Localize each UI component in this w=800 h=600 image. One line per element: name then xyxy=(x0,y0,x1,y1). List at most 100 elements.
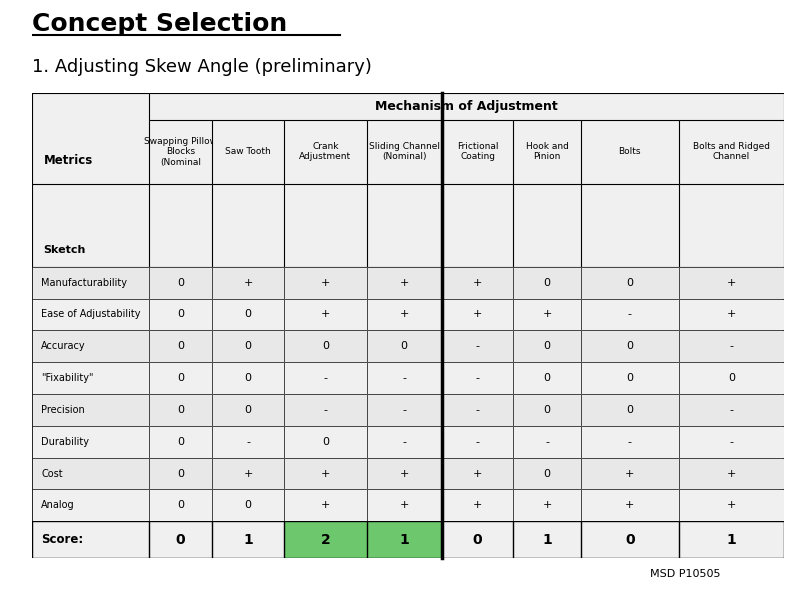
Text: Concept Selection: Concept Selection xyxy=(32,12,287,36)
Text: +: + xyxy=(399,469,409,479)
Text: 0: 0 xyxy=(245,500,252,511)
Text: +: + xyxy=(726,500,736,511)
FancyBboxPatch shape xyxy=(442,299,514,331)
Text: 0: 0 xyxy=(544,469,550,479)
Text: Sketch: Sketch xyxy=(44,245,86,255)
FancyBboxPatch shape xyxy=(149,120,213,184)
FancyBboxPatch shape xyxy=(581,426,678,458)
FancyBboxPatch shape xyxy=(514,331,581,362)
FancyBboxPatch shape xyxy=(514,120,581,184)
Text: 0: 0 xyxy=(177,437,184,447)
Text: -: - xyxy=(730,405,734,415)
Text: -: - xyxy=(323,405,327,415)
FancyBboxPatch shape xyxy=(32,362,149,394)
Text: +: + xyxy=(321,500,330,511)
FancyBboxPatch shape xyxy=(442,120,514,184)
Text: Bolts and Ridged
Channel: Bolts and Ridged Channel xyxy=(693,142,770,161)
FancyBboxPatch shape xyxy=(678,299,784,331)
Text: 0: 0 xyxy=(177,341,184,352)
Text: +: + xyxy=(726,278,736,287)
Text: 0: 0 xyxy=(544,278,550,287)
Text: 1: 1 xyxy=(399,533,409,547)
Text: "Fixability": "Fixability" xyxy=(42,373,94,383)
Text: 1: 1 xyxy=(542,533,552,547)
FancyBboxPatch shape xyxy=(366,120,442,184)
Text: +: + xyxy=(542,500,552,511)
Text: Frictional
Coating: Frictional Coating xyxy=(457,142,498,161)
Text: +: + xyxy=(321,469,330,479)
Text: +: + xyxy=(542,310,552,319)
FancyBboxPatch shape xyxy=(442,458,514,490)
FancyBboxPatch shape xyxy=(678,490,784,521)
Text: 0: 0 xyxy=(177,278,184,287)
Text: -: - xyxy=(730,437,734,447)
FancyBboxPatch shape xyxy=(32,331,149,362)
Text: +: + xyxy=(243,469,253,479)
Text: +: + xyxy=(473,469,482,479)
FancyBboxPatch shape xyxy=(678,394,784,426)
FancyBboxPatch shape xyxy=(366,426,442,458)
FancyBboxPatch shape xyxy=(442,490,514,521)
FancyBboxPatch shape xyxy=(284,184,366,267)
Text: Precision: Precision xyxy=(42,405,85,415)
Text: Accuracy: Accuracy xyxy=(42,341,86,352)
Text: Mechanism of Adjustment: Mechanism of Adjustment xyxy=(375,100,558,113)
Text: +: + xyxy=(321,278,330,287)
FancyBboxPatch shape xyxy=(213,184,284,267)
FancyBboxPatch shape xyxy=(678,184,784,267)
FancyBboxPatch shape xyxy=(514,458,581,490)
FancyBboxPatch shape xyxy=(32,490,149,521)
FancyBboxPatch shape xyxy=(366,331,442,362)
FancyBboxPatch shape xyxy=(581,120,678,184)
FancyBboxPatch shape xyxy=(213,120,284,184)
FancyBboxPatch shape xyxy=(514,299,581,331)
Text: Cost: Cost xyxy=(42,469,63,479)
Text: Bolts: Bolts xyxy=(618,147,641,156)
Text: 0: 0 xyxy=(626,278,634,287)
FancyBboxPatch shape xyxy=(149,299,213,331)
Text: -: - xyxy=(402,437,406,447)
Text: 0: 0 xyxy=(728,373,735,383)
Text: -: - xyxy=(475,437,479,447)
FancyBboxPatch shape xyxy=(149,521,213,558)
FancyBboxPatch shape xyxy=(366,267,442,299)
FancyBboxPatch shape xyxy=(678,362,784,394)
FancyBboxPatch shape xyxy=(213,490,284,521)
FancyBboxPatch shape xyxy=(149,184,213,267)
FancyBboxPatch shape xyxy=(678,458,784,490)
FancyBboxPatch shape xyxy=(284,490,366,521)
Text: +: + xyxy=(473,310,482,319)
Text: Crank
Adjustment: Crank Adjustment xyxy=(299,142,351,161)
Text: +: + xyxy=(399,310,409,319)
FancyBboxPatch shape xyxy=(514,267,581,299)
Text: 2: 2 xyxy=(321,533,330,547)
Text: 0: 0 xyxy=(177,405,184,415)
Text: 1. Adjusting Skew Angle (preliminary): 1. Adjusting Skew Angle (preliminary) xyxy=(32,58,372,76)
FancyBboxPatch shape xyxy=(581,521,678,558)
FancyBboxPatch shape xyxy=(32,93,784,558)
FancyBboxPatch shape xyxy=(581,394,678,426)
FancyBboxPatch shape xyxy=(32,299,149,331)
FancyBboxPatch shape xyxy=(442,267,514,299)
FancyBboxPatch shape xyxy=(32,394,149,426)
Text: 0: 0 xyxy=(245,373,252,383)
Text: Sliding Channel
(Nominal): Sliding Channel (Nominal) xyxy=(369,142,440,161)
Text: +: + xyxy=(243,278,253,287)
FancyBboxPatch shape xyxy=(149,362,213,394)
Text: -: - xyxy=(475,373,479,383)
FancyBboxPatch shape xyxy=(32,267,149,299)
Text: 0: 0 xyxy=(177,310,184,319)
Text: 0: 0 xyxy=(626,341,634,352)
Text: 0: 0 xyxy=(322,341,329,352)
FancyBboxPatch shape xyxy=(678,426,784,458)
FancyBboxPatch shape xyxy=(366,394,442,426)
FancyBboxPatch shape xyxy=(678,521,784,558)
Text: 0: 0 xyxy=(625,533,634,547)
Text: 0: 0 xyxy=(176,533,186,547)
Text: 0: 0 xyxy=(626,405,634,415)
Text: 0: 0 xyxy=(322,437,329,447)
FancyBboxPatch shape xyxy=(678,120,784,184)
Text: 0: 0 xyxy=(245,341,252,352)
FancyBboxPatch shape xyxy=(366,184,442,267)
FancyBboxPatch shape xyxy=(213,362,284,394)
